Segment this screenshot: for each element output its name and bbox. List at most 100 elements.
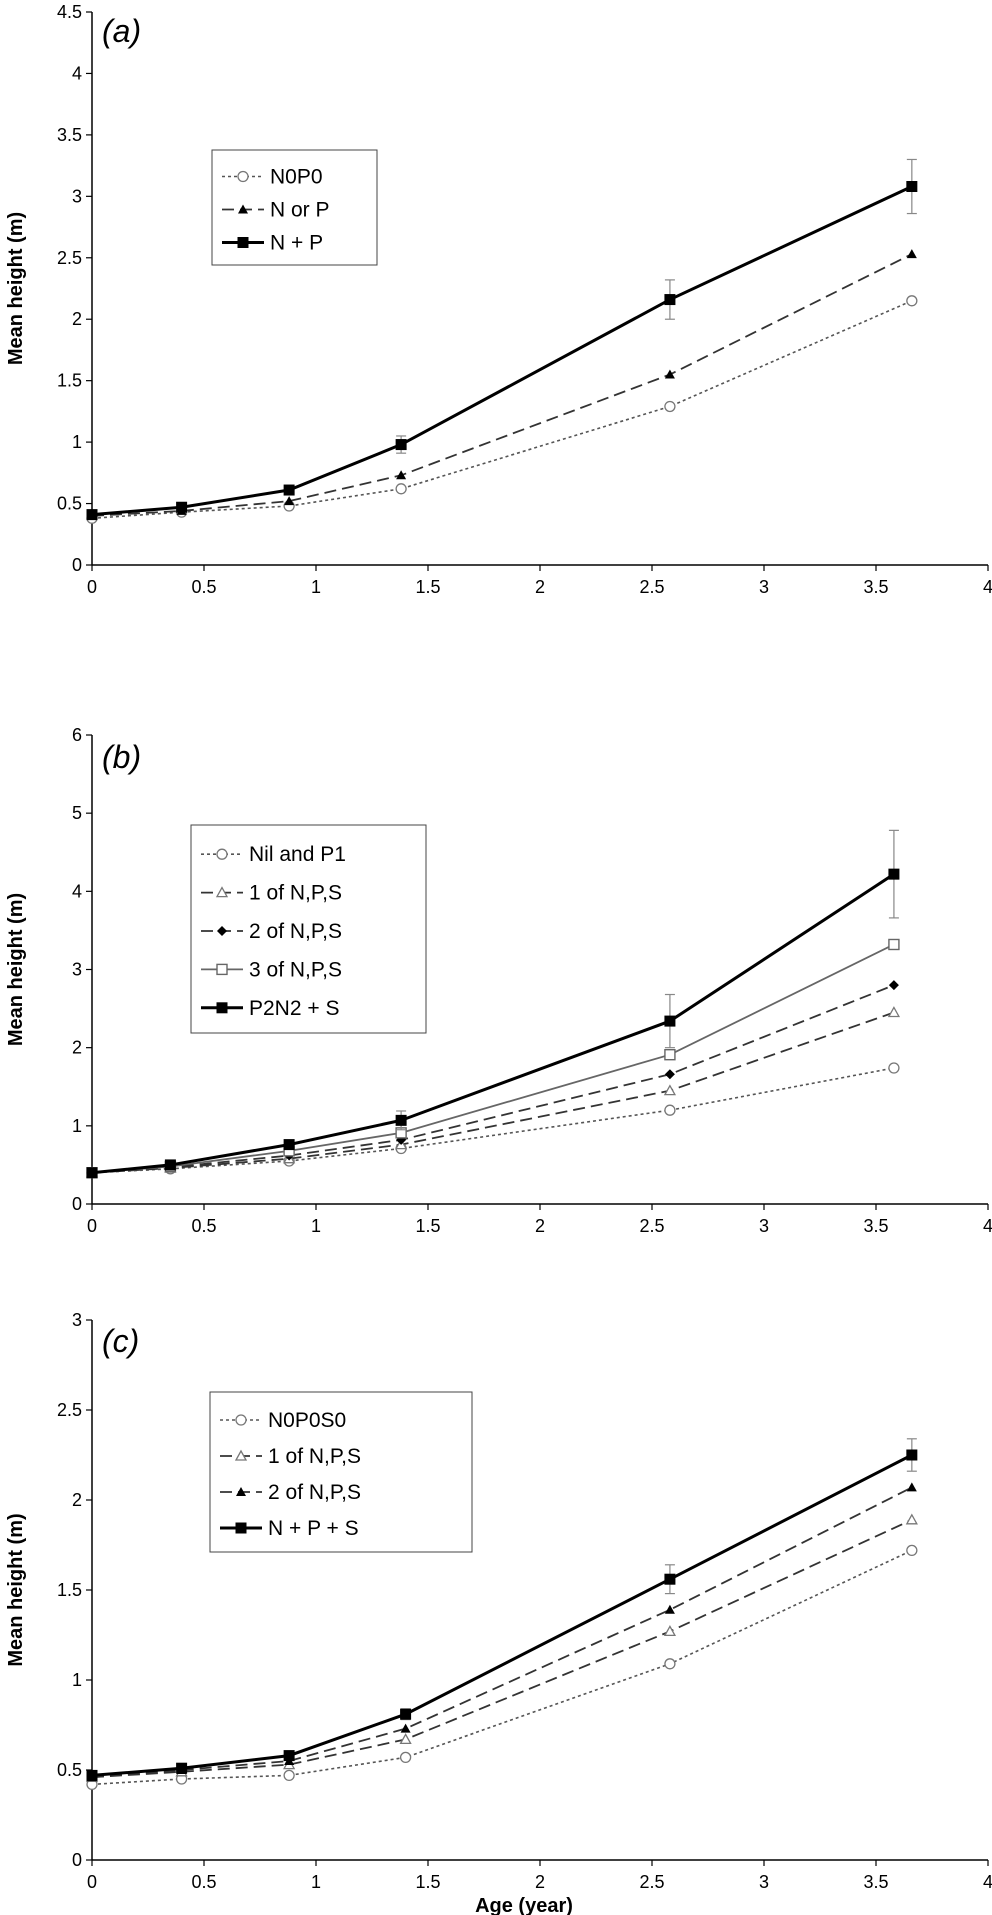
- x-tick-label: 4: [983, 1872, 992, 1892]
- x-tick-label: 3: [759, 1216, 769, 1236]
- data-point: [284, 496, 295, 506]
- legend-label: 2 of N,P,S: [268, 1481, 361, 1504]
- data-point: [664, 1658, 676, 1670]
- y-tick-label: 1: [72, 1116, 82, 1136]
- y-tick-label: 0: [72, 1850, 82, 1870]
- data-point: [86, 1769, 98, 1781]
- series-line: [91, 1549, 913, 1786]
- legend-item: N or P: [222, 199, 330, 222]
- x-tick-label: 1.5: [415, 1216, 440, 1236]
- data-point: [664, 369, 675, 379]
- legend-label: 3 of N,P,S: [249, 958, 342, 981]
- y-tick-label: 1.5: [57, 1580, 82, 1600]
- x-tick-label: 1: [311, 577, 321, 597]
- chart-panel-2: 0 1 2 3 4 5 6 0 0.5 1 1.5 2 2.5 3 3.5 4 Mean height (m) (…: [5, 725, 992, 1236]
- series-1: [86, 295, 918, 524]
- data-point: [237, 237, 249, 248]
- data-point: [906, 1449, 918, 1461]
- legend-label: 1 of N,P,S: [268, 1445, 361, 1468]
- x-tick-label: 2: [535, 1216, 545, 1236]
- legend-item: P2N2 + S: [201, 997, 339, 1020]
- data-point: [217, 926, 227, 936]
- data-point: [664, 1049, 676, 1061]
- data-point: [176, 501, 188, 513]
- legend: N0P0S0 1 of N,P,S 2 of N,P,S N + P + S: [209, 1391, 473, 1553]
- legend-item: N0P0: [222, 166, 323, 189]
- panel-label: (c): [102, 1323, 139, 1359]
- data-point: [235, 1522, 247, 1534]
- data-point: [236, 1487, 246, 1496]
- x-tick-label: 1.5: [415, 577, 440, 597]
- y-axis-label: Mean height (m): [5, 212, 27, 365]
- data-point: [395, 1114, 407, 1126]
- data-point: [888, 1062, 900, 1074]
- data-point: [400, 1723, 411, 1733]
- y-tick-label: 3.5: [57, 125, 82, 145]
- series-2: [85, 1513, 918, 1782]
- data-point: [237, 170, 249, 183]
- data-point: [86, 1167, 98, 1179]
- data-point: [396, 470, 407, 480]
- series-1: [86, 1544, 918, 1791]
- series-line: [91, 185, 913, 517]
- y-tick-label: 4.5: [57, 2, 82, 22]
- data-point: [283, 1769, 295, 1782]
- y-tick-label: 1: [72, 1670, 82, 1690]
- x-tick-label: 3: [759, 577, 769, 597]
- x-tick-label: 4: [983, 577, 992, 597]
- data-point: [399, 1733, 412, 1745]
- data-point: [234, 1449, 248, 1461]
- y-tick-label: 0.5: [57, 1760, 82, 1780]
- data-point: [400, 1708, 412, 1720]
- x-tick-label: 1.5: [415, 1872, 440, 1892]
- data-point: [663, 1625, 677, 1637]
- x-tick-label: 0: [87, 1872, 97, 1892]
- x-tick-label: 0.5: [191, 1216, 216, 1236]
- data-point: [176, 1762, 188, 1774]
- series-3: [86, 158, 918, 521]
- data-point: [887, 1006, 901, 1018]
- data-point: [215, 886, 229, 898]
- x-tick-label: 3.5: [863, 1872, 888, 1892]
- series-line: [91, 872, 895, 1175]
- data-point: [235, 1414, 247, 1426]
- y-tick-label: 2: [72, 1490, 82, 1510]
- x-tick-label: 1: [311, 1872, 321, 1892]
- x-tick-label: 3.5: [863, 1216, 888, 1236]
- y-tick-label: 4: [72, 881, 82, 901]
- series-line: [91, 1067, 895, 1174]
- legend-label: 2 of N,P,S: [249, 920, 342, 943]
- x-tick-label: 0.5: [191, 577, 216, 597]
- x-tick-label: 1: [311, 1216, 321, 1236]
- x-tick-label: 2: [535, 577, 545, 597]
- series-line: [91, 1486, 913, 1779]
- series-line: [91, 1453, 913, 1777]
- x-tick-label: 2.5: [639, 1872, 664, 1892]
- y-tick-label: 1: [72, 432, 82, 452]
- x-tick-label: 0: [87, 1216, 97, 1236]
- legend-box: [209, 1391, 473, 1553]
- legend: N0P0 N or P N + P: [211, 149, 378, 266]
- data-point: [663, 1084, 677, 1096]
- data-point: [664, 294, 676, 306]
- series-2: [87, 249, 917, 520]
- y-tick-label: 0: [72, 1194, 82, 1214]
- x-tick-label: 3.5: [863, 577, 888, 597]
- series-5: [86, 829, 900, 1179]
- y-tick-label: 0: [72, 555, 82, 575]
- legend-label: 1 of N,P,S: [249, 882, 342, 905]
- data-point: [906, 181, 918, 193]
- y-tick-label: 2: [72, 1038, 82, 1058]
- legend-box: [190, 824, 427, 1034]
- x-tick-label: 0.5: [191, 1872, 216, 1892]
- data-point: [664, 1604, 675, 1614]
- legend-item: Nil and P1: [201, 843, 346, 866]
- series-line: [91, 1011, 895, 1174]
- legend-item: 2 of N,P,S: [220, 1481, 361, 1504]
- y-tick-label: 1.5: [57, 371, 82, 391]
- legend-label: N0P0S0: [268, 1409, 346, 1432]
- x-tick-label: 0: [87, 577, 97, 597]
- data-point: [283, 484, 295, 496]
- data-point: [664, 1015, 676, 1027]
